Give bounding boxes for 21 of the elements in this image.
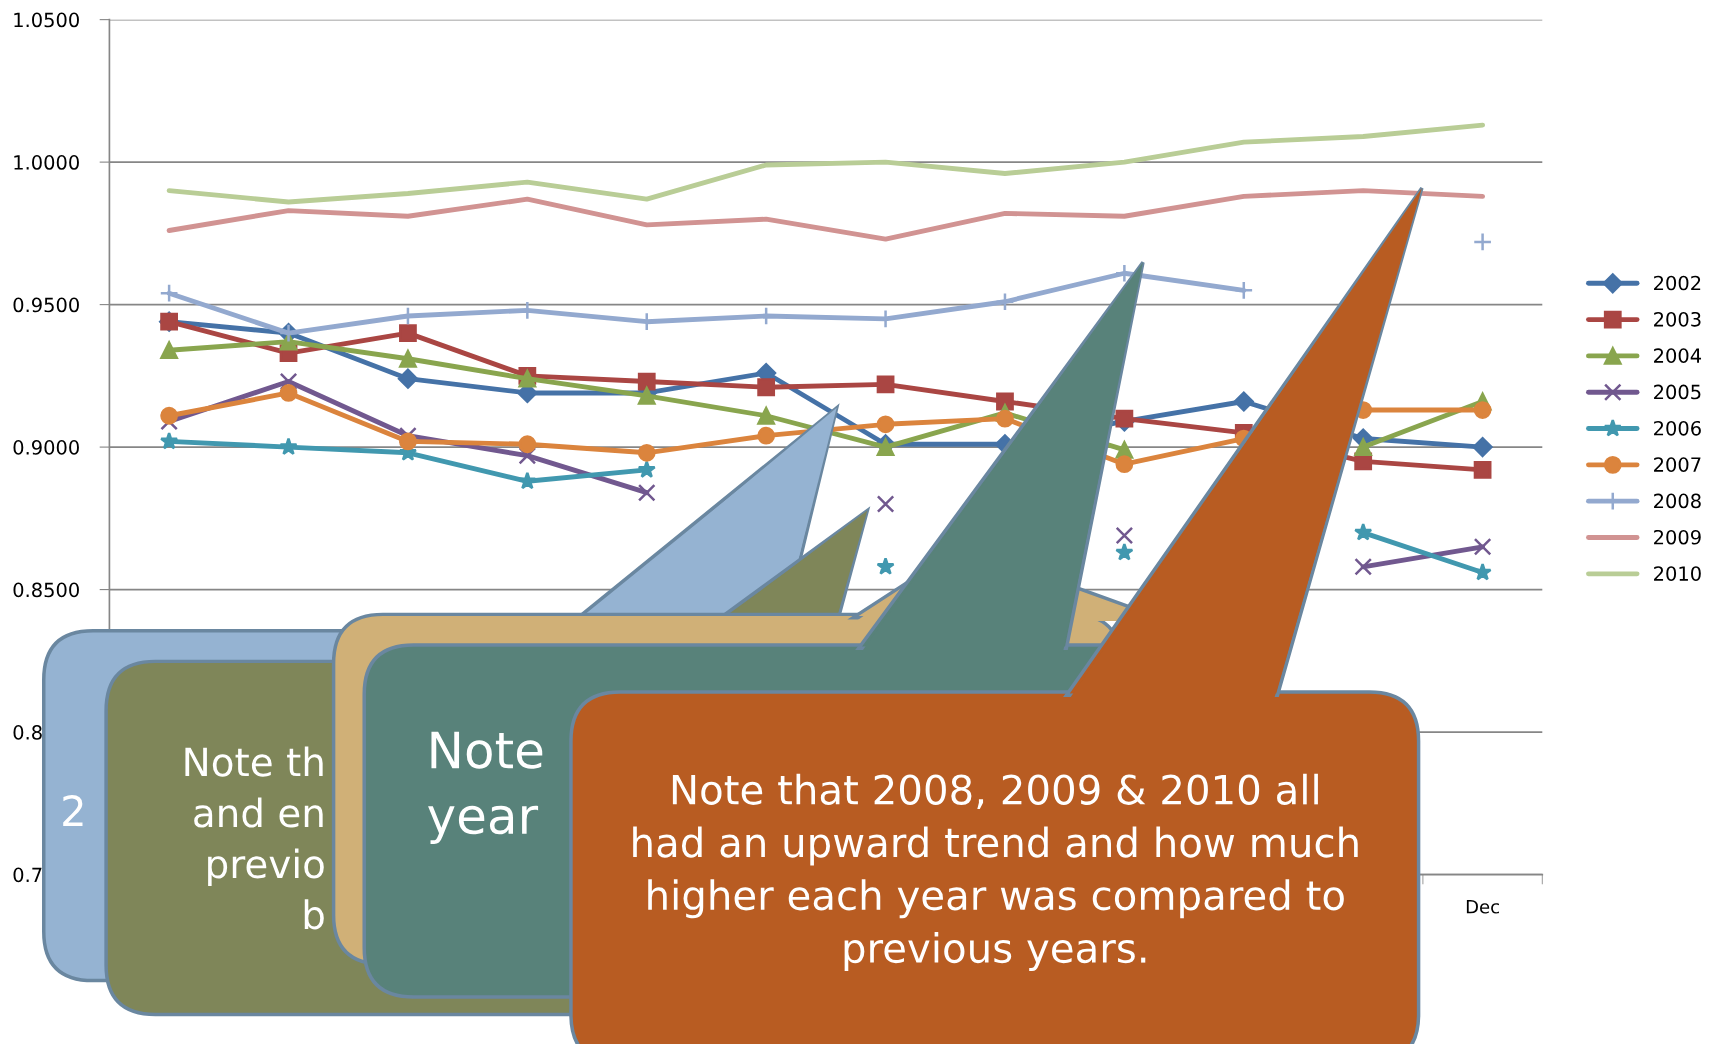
annotation: Note th and en previo b (185, 746, 324, 930)
y-tick-label: 0.8 (13, 725, 42, 740)
y-tick-label: 0.9000 (13, 440, 79, 455)
legend-label: 2009 (1654, 529, 1701, 545)
legend-label: 2008 (1654, 493, 1701, 509)
y-tick-label: 1.0000 (14, 155, 79, 170)
text: 2 (63, 795, 83, 826)
y-tick-label: 0.7 (13, 867, 42, 883)
annotation: Note year (428, 731, 543, 845)
legend-label: 2010 (1654, 566, 1701, 581)
y-tick-label: 0.9500 (13, 297, 79, 313)
y-tick-label: 1.0500 (14, 12, 79, 28)
y-tick-label: 0.8500 (13, 582, 79, 598)
legend-label: 2006 (1654, 420, 1701, 436)
legend-label: 2005 (1654, 384, 1701, 400)
legend-label: 2003 (1654, 311, 1701, 327)
x-tick-label: Dec (1466, 900, 1499, 914)
annotation: Note that 2008, 2009 & 2010 all had an upward trend and how much higher each year was compared to previous years. (633, 773, 1358, 971)
legend-label: 2004 (1654, 348, 1702, 363)
legend-label: 2002 (1654, 275, 1701, 291)
legend-label: 2007 (1654, 457, 1701, 472)
